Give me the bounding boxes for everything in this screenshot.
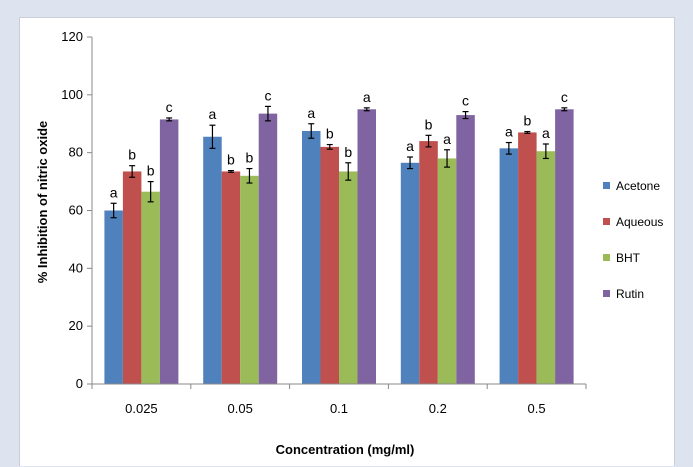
bar xyxy=(555,109,574,385)
bar xyxy=(400,162,420,384)
bar xyxy=(104,210,123,384)
legend: Acetone Aqueous BHT Rutin xyxy=(603,179,663,301)
significance-label: b xyxy=(425,116,433,132)
legend-label: Aqueous xyxy=(616,215,663,229)
y-tick-label: 60 xyxy=(69,203,83,218)
bar xyxy=(419,141,438,384)
significance-label: a xyxy=(110,184,118,200)
significance-label: c xyxy=(462,93,469,109)
bar xyxy=(536,151,556,384)
legend-swatch xyxy=(603,254,610,261)
significance-label: b xyxy=(326,126,334,142)
significance-label: b xyxy=(246,150,254,166)
y-tick-label: 80 xyxy=(69,145,83,160)
bar xyxy=(203,136,222,384)
significance-label: a xyxy=(443,131,451,147)
bar xyxy=(258,113,278,385)
y-tick-label: 120 xyxy=(61,29,83,44)
y-tick-label: 40 xyxy=(69,260,83,275)
bar xyxy=(499,148,519,384)
bar xyxy=(141,191,160,384)
x-category-label: 0.2 xyxy=(429,401,447,416)
significance-label: c xyxy=(264,87,271,103)
significance-label: a xyxy=(209,106,217,122)
significance-label: b xyxy=(523,113,531,129)
x-category-label: 0.05 xyxy=(228,401,253,416)
bar xyxy=(456,115,475,384)
bar xyxy=(240,175,259,384)
legend-swatch xyxy=(603,218,610,225)
legend-swatch xyxy=(603,290,610,297)
legend-label: Acetone xyxy=(616,179,660,193)
bar xyxy=(122,171,142,384)
bar xyxy=(357,109,376,385)
bar xyxy=(339,171,358,384)
significance-label: a xyxy=(505,124,513,140)
x-axis-title: Concentration (mg/ml) xyxy=(276,442,415,457)
y-tick-label: 20 xyxy=(69,318,83,333)
y-tick-label: 0 xyxy=(76,376,83,391)
bar xyxy=(221,171,241,384)
x-category-label: 0.1 xyxy=(330,401,348,416)
significance-label: b xyxy=(128,147,136,163)
y-axis-ticks: 0 20 40 60 80 100 120 xyxy=(61,29,92,391)
significance-label: c xyxy=(561,89,568,105)
bar xyxy=(302,130,321,384)
legend-swatch xyxy=(603,182,610,189)
y-axis-title: % Inhibition of nitric oxide xyxy=(35,121,50,284)
significance-label: b xyxy=(147,163,155,179)
significance-label: a xyxy=(406,138,414,154)
bars xyxy=(104,105,574,385)
legend-label: BHT xyxy=(616,251,641,265)
significance-label: a xyxy=(542,125,550,141)
bar xyxy=(320,146,339,384)
x-category-label: 0.025 xyxy=(125,401,158,416)
x-axis-categories: 0.025 0.05 0.1 0.2 0.5 xyxy=(91,384,587,416)
significance-label: a xyxy=(363,89,371,105)
bar xyxy=(159,119,179,384)
legend-label: Rutin xyxy=(616,287,644,301)
bar xyxy=(437,158,457,384)
significance-label: b xyxy=(344,144,352,160)
significance-label: b xyxy=(227,152,235,168)
x-category-label: 0.5 xyxy=(528,401,546,416)
significance-label: a xyxy=(307,105,315,121)
significance-label: c xyxy=(166,99,173,115)
y-tick-label: 100 xyxy=(61,87,83,102)
bar xyxy=(518,132,537,384)
